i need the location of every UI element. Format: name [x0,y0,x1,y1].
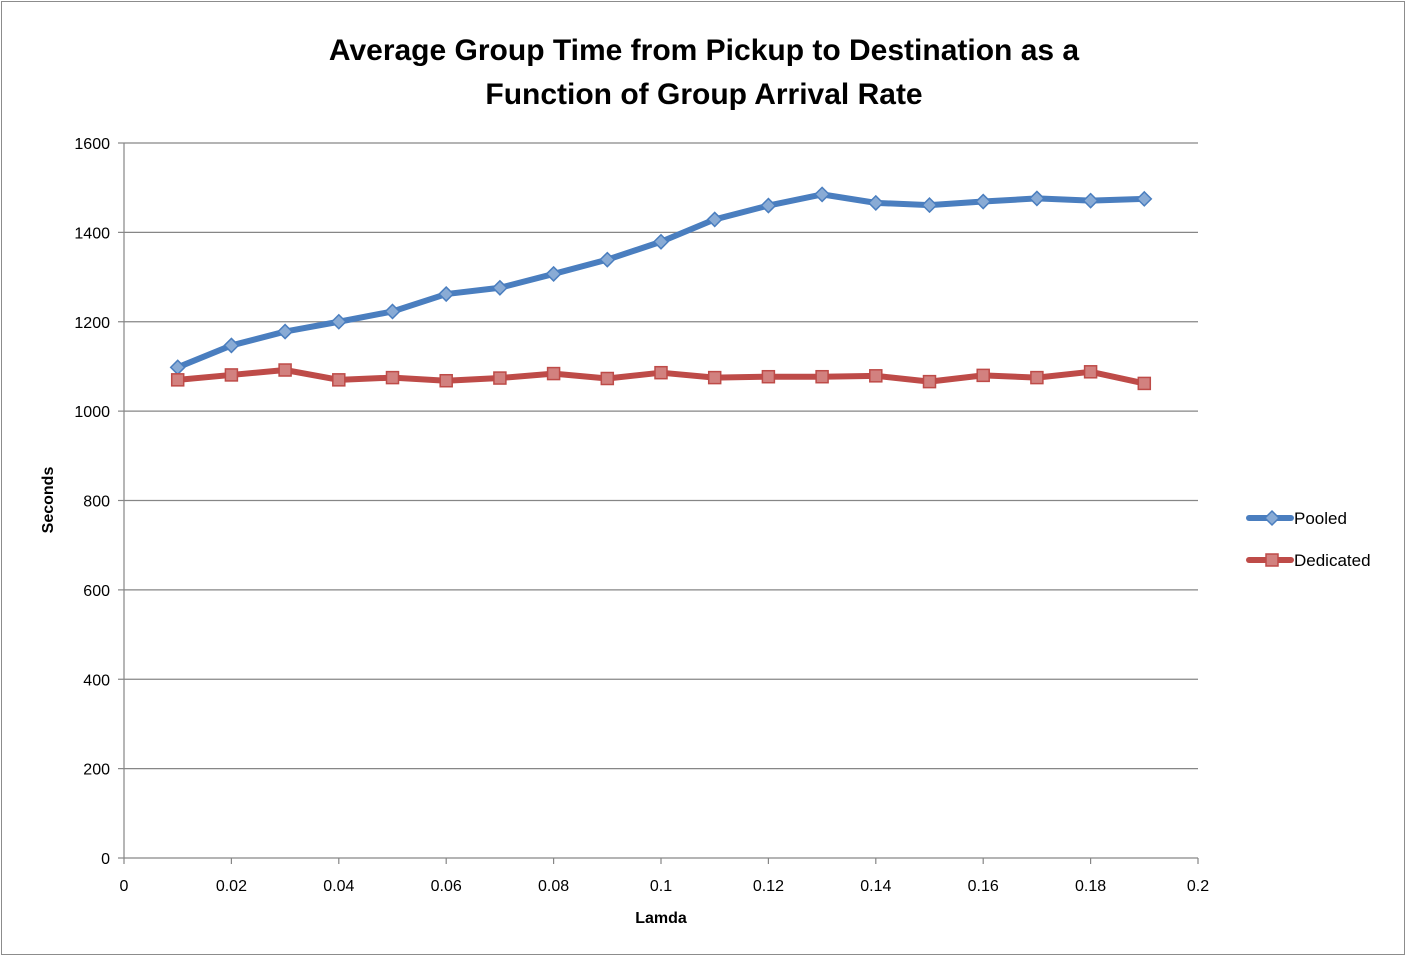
chart-title-line-1: Average Group Time from Pickup to Destin… [329,34,1079,67]
data-point-pooled [814,186,831,203]
y-tick-label: 1000 [74,404,110,421]
data-point-dedicated [976,368,990,383]
series-layer [169,186,1153,391]
data-point-dedicated [1030,370,1044,385]
data-point-dedicated [332,373,346,387]
y-tick-label: 600 [83,583,110,600]
data-point-dedicated [439,373,453,388]
series-dedicated [170,363,1152,391]
data-point-pooled [975,193,992,210]
data-point-pooled [921,197,938,214]
series-pooled [169,186,1153,376]
y-tick-labels: 0 200 400 600 800 1000 1200 1400 1600 [74,136,110,868]
y-tick-label: 1400 [74,225,110,242]
data-point-pooled [384,303,401,320]
chart-title-line-2: Function of Group Arrival Rate [485,78,922,111]
data-point-pooled [438,285,455,303]
data-point-pooled [277,323,294,340]
gridlines [124,142,1198,770]
x-tick-label: 0.18 [1075,878,1106,895]
data-point-pooled [545,265,562,282]
data-point-dedicated [1083,365,1098,379]
legend-swatch-marker [1263,509,1281,527]
y-tick-label: 800 [83,494,110,511]
x-tick-labels: 0 0.02 0.04 0.06 0.08 0.1 0.12 0.14 0.16 0.18 0.2 [120,878,1210,895]
legend-item-dedicated[interactable]: Dedicated [1246,551,1371,570]
y-tick-label: 400 [83,672,110,689]
data-point-pooled [1082,192,1099,209]
data-point-dedicated [170,373,185,387]
data-point-pooled [867,194,884,211]
y-tick-label: 1200 [74,315,110,332]
y-tick-label: 1600 [74,136,110,153]
legend-item-pooled[interactable]: Pooled [1246,509,1347,528]
y-tick-label: 0 [101,851,110,868]
data-point-pooled [1136,190,1153,207]
data-point-dedicated [493,371,507,385]
data-point-pooled [223,337,240,354]
data-point-dedicated [224,368,239,382]
y-axis-title: Seconds [40,467,57,534]
series-line-pooled [174,191,1148,371]
data-point-dedicated [654,365,668,380]
data-point-dedicated [922,374,937,389]
data-point-pooled [599,251,616,268]
legend-swatch-marker [1265,553,1279,567]
data-point-pooled [760,197,777,214]
data-point-pooled [1028,190,1045,207]
legend[interactable]: Pooled Dedicated [1246,509,1371,570]
y-tick-label: 200 [83,762,110,779]
data-point-dedicated [707,370,722,385]
legend-label: Pooled [1294,509,1347,528]
data-point-pooled [706,211,723,228]
data-point-dedicated [546,366,561,381]
data-point-pooled [652,233,670,250]
data-point-dedicated [761,369,776,384]
x-tick-label: 0.2 [1187,878,1209,895]
data-point-dedicated [815,369,829,384]
axes [118,142,1199,864]
data-point-dedicated [1137,376,1152,391]
x-tick-label: 0.1 [650,878,672,895]
data-point-dedicated [385,370,400,385]
x-tick-label: 0.02 [216,878,247,895]
x-tick-label: 0.12 [753,878,784,895]
data-point-pooled [330,313,347,330]
x-tick-label: 0.06 [431,878,462,895]
x-tick-label: 0.14 [860,878,891,895]
legend-label: Dedicated [1294,551,1371,570]
x-tick-label: 0.04 [323,878,354,895]
x-axis-title: Lamda [635,910,687,927]
data-point-pooled [491,279,508,296]
x-tick-label: 0 [120,878,129,895]
data-point-dedicated [869,369,883,383]
x-tick-label: 0.08 [538,878,569,895]
data-point-dedicated [278,363,292,377]
x-tick-label: 0.16 [968,878,999,895]
data-point-dedicated [600,371,615,386]
